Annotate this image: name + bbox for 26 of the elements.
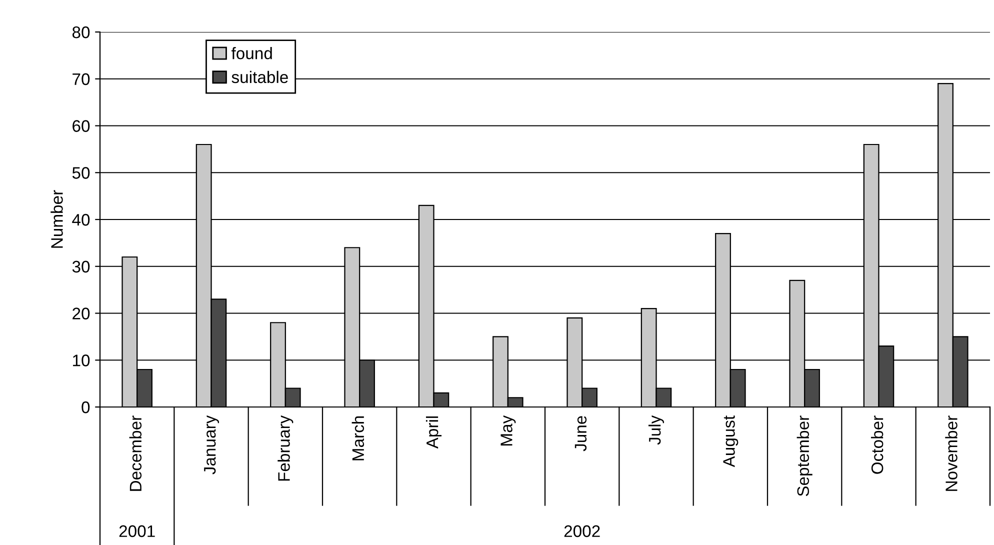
y-axis-title: Number [50,190,63,248]
y-tick-label: 10 [73,354,90,366]
y-tick-label: 60 [72,120,90,132]
x-tick-label: July [648,415,664,445]
legend-label: suitable [232,70,288,84]
x-tick-label: November [945,416,958,491]
y-tick-label: 30 [72,260,90,273]
legend-label: found [231,47,272,60]
x-tick-label: February [278,415,294,481]
x-tick-label: June [574,416,587,452]
x-tick-label: May [500,415,516,446]
y-tick-label: 80 [72,26,90,38]
x-tick-label: August [723,415,738,468]
text: 2001 [119,525,155,538]
x-tick-label: April [426,416,442,449]
y-tick-label: 40 [72,214,90,226]
y-tick-label: 50 [72,167,90,179]
x-tick-label: December [129,416,142,491]
y-tick-label: 70 [72,73,90,86]
y-tick-label: 0 [82,401,90,414]
x-tick-label: January [204,415,220,474]
x-tick-label: September [796,416,812,496]
x-tick-label: October [870,416,884,474]
y-tick-label: 20 [72,308,90,320]
x-tick-label: March [352,416,364,460]
text: 2002 [564,525,600,538]
